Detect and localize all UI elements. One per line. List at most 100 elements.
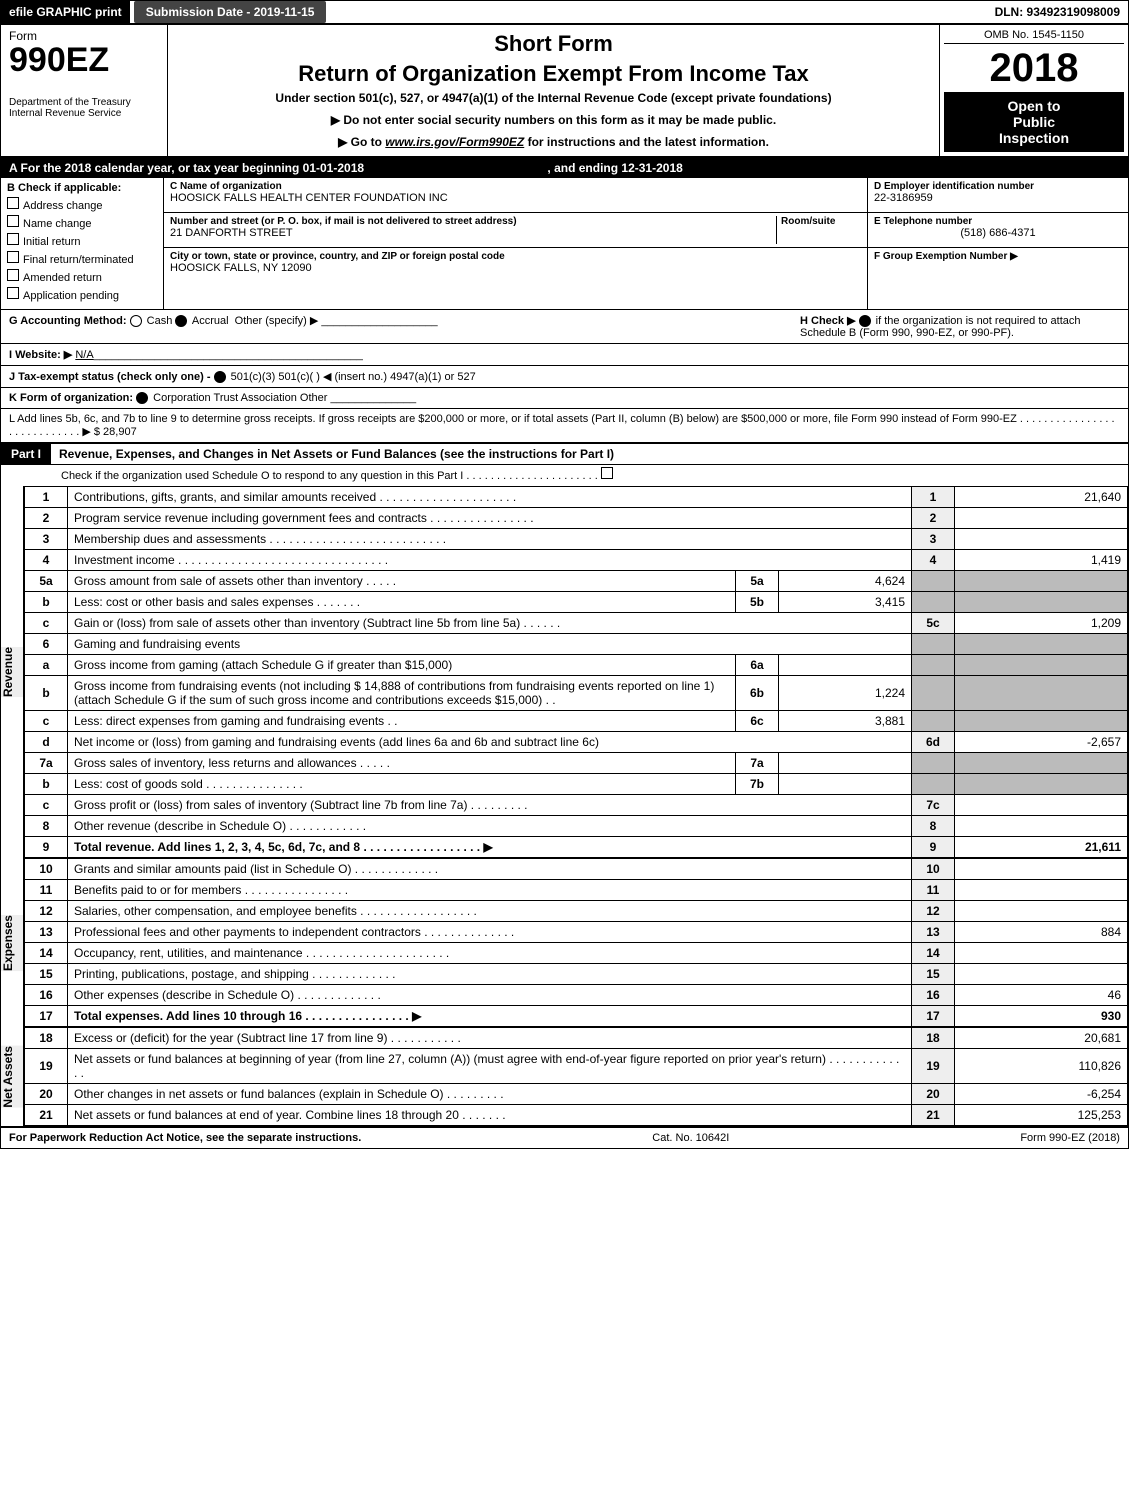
radio-accrual[interactable] <box>175 315 187 327</box>
line-15: 15Printing, publications, postage, and s… <box>25 964 1128 985</box>
line-5b: bLess: cost or other basis and sales exp… <box>25 592 1128 613</box>
open-public-badge: Open to Public Inspection <box>944 92 1124 152</box>
chk-address-change[interactable]: Address change <box>7 197 157 212</box>
line-6d: dNet income or (loss) from gaming and fu… <box>25 732 1128 753</box>
line-7a: 7aGross sales of inventory, less returns… <box>25 753 1128 774</box>
c-label: C Name of organization <box>170 181 861 192</box>
period-row: A For the 2018 calendar year, or tax yea… <box>1 158 1128 178</box>
period-end: , and ending 12-31-2018 <box>547 161 682 175</box>
radio-corp[interactable] <box>136 392 148 404</box>
form-right-block: OMB No. 1545-1150 2018 Open to Public In… <box>940 25 1128 156</box>
line-1: 1Contributions, gifts, grants, and simil… <box>25 487 1128 508</box>
chk-amended[interactable]: Amended return <box>7 269 157 284</box>
irs-label: Internal Revenue Service <box>9 108 159 119</box>
line-2: 2Program service revenue including gover… <box>25 508 1128 529</box>
k-label: K Form of organization: <box>9 392 133 404</box>
g-other: Other (specify) ▶ <box>235 315 319 327</box>
g-accrual: Accrual <box>192 315 229 327</box>
form-header: Form 990EZ Department of the Treasury In… <box>1 25 1128 158</box>
line-6c: cLess: direct expenses from gaming and f… <box>25 711 1128 732</box>
radio-h-check[interactable] <box>859 315 871 327</box>
part1-title: Revenue, Expenses, and Changes in Net As… <box>51 447 614 461</box>
revenue-sidelabel: Revenue <box>1 647 23 697</box>
e-label: E Telephone number <box>874 216 1122 227</box>
top-bar: efile GRAPHIC print Submission Date - 20… <box>1 1 1128 25</box>
phone-value: (518) 686-4371 <box>874 227 1122 239</box>
line-20: 20Other changes in net assets or fund ba… <box>25 1084 1128 1105</box>
org-city: HOOSICK FALLS, NY 12090 <box>170 262 861 274</box>
j-opts: 501(c)(3) 501(c)( ) ◀ (insert no.) 4947(… <box>231 371 476 383</box>
chk-pending[interactable]: Application pending <box>7 287 157 302</box>
j-label: J Tax-exempt status (check only one) - <box>9 371 214 383</box>
ein-value: 22-3186959 <box>874 192 1122 204</box>
section-d-e-f: D Employer identification number 22-3186… <box>868 178 1128 309</box>
omb-number: OMB No. 1545-1150 <box>944 29 1124 44</box>
return-title: Return of Organization Exempt From Incom… <box>178 61 929 87</box>
d-label: D Employer identification number <box>874 181 1122 192</box>
netassets-table: 18Excess or (deficit) for the year (Subt… <box>24 1027 1128 1126</box>
netassets-section: Net Assets 18Excess or (deficit) for the… <box>1 1027 1128 1126</box>
open-line-1: Open to <box>946 98 1122 114</box>
dept-label: Department of the Treasury <box>9 97 159 108</box>
city-label: City or town, state or province, country… <box>170 251 861 262</box>
line-18: 18Excess or (deficit) for the year (Subt… <box>25 1028 1128 1049</box>
row-i: I Website: ▶ N/A________________________… <box>1 344 1128 366</box>
section-c-org: C Name of organization HOOSICK FALLS HEA… <box>164 178 868 309</box>
line-5c: cGain or (loss) from sale of assets othe… <box>25 613 1128 634</box>
row-j: J Tax-exempt status (check only one) - 5… <box>1 366 1128 388</box>
g-cash: Cash <box>147 315 173 327</box>
expenses-sidelabel: Expenses <box>1 915 23 971</box>
dln-label: DLN: 93492319098009 <box>995 5 1128 19</box>
line-7b: bLess: cost of goods sold . . . . . . . … <box>25 774 1128 795</box>
row-k: K Form of organization: Corporation Trus… <box>1 388 1128 409</box>
submission-date-badge: Submission Date - 2019-11-15 <box>134 1 327 23</box>
expenses-section: Expenses 10Grants and similar amounts pa… <box>1 858 1128 1027</box>
part1-header: Part I Revenue, Expenses, and Changes in… <box>1 443 1128 465</box>
radio-cash[interactable] <box>130 315 142 327</box>
subtitle: Under section 501(c), 527, or 4947(a)(1)… <box>178 91 929 105</box>
expenses-table: 10Grants and similar amounts paid (list … <box>24 858 1128 1027</box>
info-grid: B Check if applicable: Address change Na… <box>1 178 1128 310</box>
radio-501c3[interactable] <box>214 371 226 383</box>
form-id-block: Form 990EZ Department of the Treasury In… <box>1 25 168 156</box>
line-11: 11Benefits paid to or for members . . . … <box>25 880 1128 901</box>
chk-name-change[interactable]: Name change <box>7 215 157 230</box>
h-label: H Check ▶ <box>800 315 856 327</box>
efile-print-button[interactable]: efile GRAPHIC print <box>1 1 130 23</box>
line-4: 4Investment income . . . . . . . . . . .… <box>25 550 1128 571</box>
line-10: 10Grants and similar amounts paid (list … <box>25 859 1128 880</box>
line-16: 16Other expenses (describe in Schedule O… <box>25 985 1128 1006</box>
arrow2-post: for instructions and the latest informat… <box>524 135 769 149</box>
line-5a: 5aGross amount from sale of assets other… <box>25 571 1128 592</box>
line-8: 8Other revenue (describe in Schedule O) … <box>25 816 1128 837</box>
part1-badge: Part I <box>1 444 51 464</box>
website-value: N/A <box>75 349 93 361</box>
line-13: 13Professional fees and other payments t… <box>25 922 1128 943</box>
instruction-line-2: ▶ Go to www.irs.gov/Form990EZ for instru… <box>178 135 929 149</box>
revenue-table: 1Contributions, gifts, grants, and simil… <box>24 486 1128 858</box>
form-title-block: Short Form Return of Organization Exempt… <box>168 25 940 156</box>
open-line-2: Public <box>946 114 1122 130</box>
revenue-section: Revenue 1Contributions, gifts, grants, a… <box>1 486 1128 858</box>
irs-link[interactable]: www.irs.gov/Form990EZ <box>385 135 524 149</box>
form-page: efile GRAPHIC print Submission Date - 20… <box>0 0 1129 1149</box>
line-12: 12Salaries, other compensation, and empl… <box>25 901 1128 922</box>
chk-final-return[interactable]: Final return/terminated <box>7 251 157 266</box>
line-19: 19Net assets or fund balances at beginni… <box>25 1049 1128 1084</box>
row-g-h: G Accounting Method: Cash Accrual Other … <box>1 310 1128 344</box>
part1-schedule-o-check[interactable] <box>601 467 613 479</box>
chk-initial-return[interactable]: Initial return <box>7 233 157 248</box>
org-name: HOOSICK FALLS HEALTH CENTER FOUNDATION I… <box>170 192 861 204</box>
line-14: 14Occupancy, rent, utilities, and mainte… <box>25 943 1128 964</box>
tax-year: 2018 <box>944 48 1124 88</box>
open-line-3: Inspection <box>946 130 1122 146</box>
org-address: 21 DANFORTH STREET <box>170 227 776 239</box>
instruction-line-1: ▶ Do not enter social security numbers o… <box>178 113 929 127</box>
page-footer: For Paperwork Reduction Act Notice, see … <box>1 1126 1128 1148</box>
footer-mid: Cat. No. 10642I <box>652 1132 729 1144</box>
form-number: 990EZ <box>9 43 159 77</box>
line-3: 3Membership dues and assessments . . . .… <box>25 529 1128 550</box>
arrow2-pre: ▶ Go to <box>338 135 385 149</box>
line-6b: bGross income from fundraising events (n… <box>25 676 1128 711</box>
k-opts: Corporation Trust Association Other <box>153 392 327 404</box>
